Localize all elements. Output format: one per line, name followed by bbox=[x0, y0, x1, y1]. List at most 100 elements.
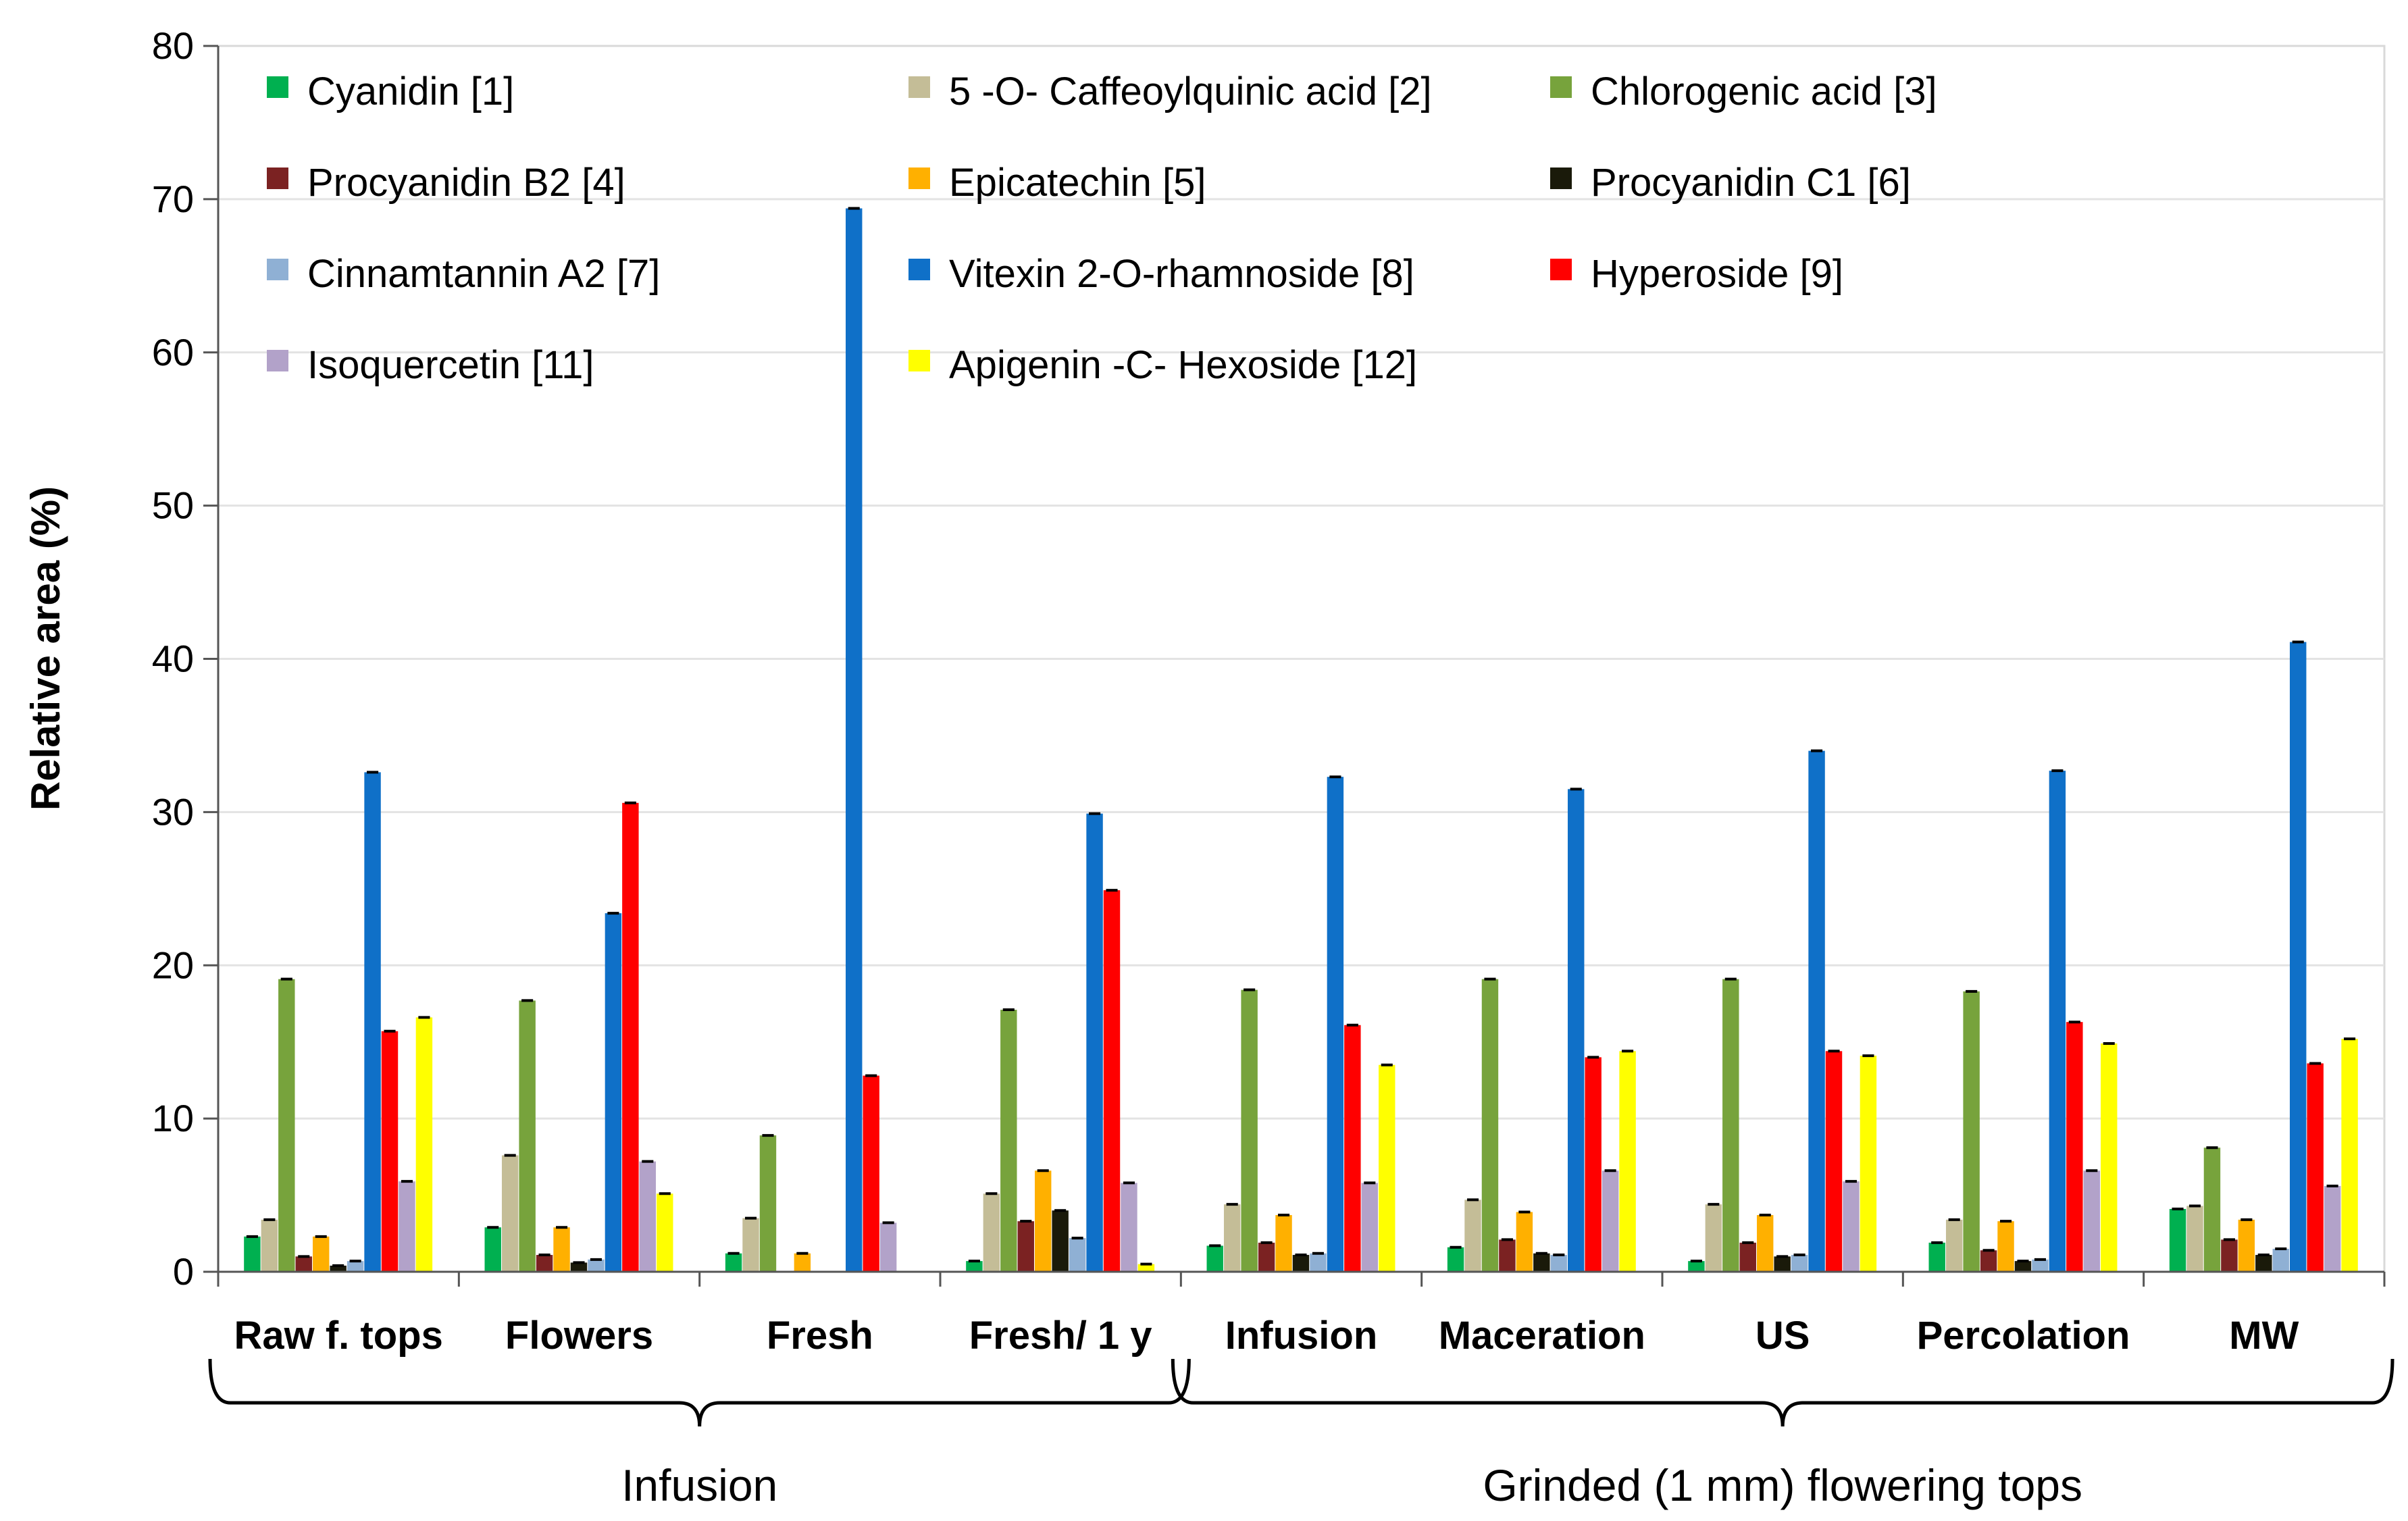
legend-label: Vitexin 2-O-rhamnoside [8] bbox=[949, 252, 1414, 296]
bar bbox=[983, 1193, 1000, 1272]
bar bbox=[657, 1193, 673, 1272]
bar bbox=[1223, 1204, 1241, 1272]
y-tick-label: 60 bbox=[152, 331, 194, 373]
bar bbox=[1722, 979, 1739, 1272]
bar bbox=[381, 1031, 399, 1272]
bar bbox=[1533, 1253, 1550, 1272]
bar bbox=[244, 1236, 261, 1272]
legend-swatch bbox=[267, 259, 288, 280]
legend-label: Hyperoside [9] bbox=[1591, 252, 1843, 296]
y-axis-label: Relative area (%) bbox=[23, 486, 68, 810]
bar bbox=[1241, 989, 1258, 1272]
legend-label: Procyanidin C1 [6] bbox=[1591, 161, 1911, 205]
x-tick-label: Percolation bbox=[1917, 1314, 2130, 1358]
bar bbox=[863, 1075, 879, 1272]
bar bbox=[1963, 991, 1980, 1272]
bar bbox=[312, 1236, 330, 1272]
legend-label: Cinnamtannin A2 [7] bbox=[307, 252, 660, 296]
bar bbox=[1568, 789, 1585, 1272]
group-label: Grinded (1 mm) flowering tops bbox=[1483, 1460, 2082, 1510]
bar bbox=[1997, 1221, 2014, 1272]
bar bbox=[278, 979, 295, 1272]
bar bbox=[1774, 1256, 1791, 1272]
y-tick-label: 10 bbox=[152, 1097, 194, 1139]
bar bbox=[1086, 813, 1103, 1272]
bar bbox=[1585, 1057, 1602, 1272]
bar bbox=[1069, 1238, 1086, 1272]
y-tick-label: 0 bbox=[173, 1250, 194, 1293]
bar bbox=[1550, 1255, 1567, 1272]
bar bbox=[725, 1253, 742, 1272]
bar bbox=[2049, 771, 2066, 1272]
bar bbox=[2101, 1043, 2118, 1272]
bar bbox=[2083, 1170, 2101, 1272]
y-tick-label: 20 bbox=[152, 944, 194, 986]
legend-label: Chlorogenic acid [3] bbox=[1591, 70, 1937, 113]
y-tick-label: 40 bbox=[152, 638, 194, 680]
bar bbox=[1688, 1261, 1705, 1272]
bar bbox=[1103, 890, 1121, 1272]
x-tick-label: Fresh bbox=[767, 1314, 873, 1358]
bar bbox=[536, 1255, 553, 1272]
bar bbox=[484, 1227, 501, 1272]
bar bbox=[1034, 1170, 1052, 1272]
legend-label: Apigenin -C- Hexoside [12] bbox=[949, 343, 1417, 387]
bar bbox=[1310, 1253, 1327, 1272]
legend-label: Epicatechin [5] bbox=[949, 161, 1206, 205]
legend-swatch bbox=[908, 76, 930, 98]
bar bbox=[295, 1256, 312, 1272]
bar bbox=[399, 1181, 415, 1272]
bar bbox=[415, 1017, 433, 1272]
bar bbox=[966, 1261, 983, 1272]
legend-label: 5 -O- Caffeoylquinic acid [2] bbox=[949, 70, 1432, 113]
bar bbox=[1791, 1255, 1808, 1272]
legend-swatch bbox=[908, 259, 930, 280]
bar bbox=[1499, 1239, 1516, 1272]
bar bbox=[1739, 1242, 1756, 1272]
bar bbox=[1344, 1025, 1361, 1272]
y-tick-label: 70 bbox=[152, 178, 194, 220]
bar bbox=[1619, 1051, 1636, 1272]
bar bbox=[2032, 1259, 2049, 1272]
legend-swatch bbox=[1550, 167, 1572, 189]
bar bbox=[1756, 1215, 1774, 1272]
bar bbox=[794, 1253, 811, 1272]
bar bbox=[1447, 1247, 1464, 1272]
bar bbox=[1860, 1056, 1877, 1272]
bar bbox=[759, 1135, 777, 1272]
bar bbox=[1928, 1242, 1945, 1272]
bar bbox=[2186, 1206, 2203, 1272]
bar bbox=[2324, 1185, 2341, 1272]
bar bbox=[1327, 777, 1344, 1272]
bar bbox=[2203, 1148, 2221, 1272]
bar bbox=[2066, 1022, 2083, 1272]
bar bbox=[1980, 1250, 1997, 1272]
bar bbox=[846, 208, 863, 1272]
bar bbox=[2014, 1261, 2032, 1272]
bar bbox=[1052, 1210, 1069, 1272]
bar bbox=[742, 1218, 759, 1272]
bar bbox=[1379, 1064, 1395, 1272]
legend-label: Procyanidin B2 [4] bbox=[307, 161, 625, 205]
bar bbox=[1000, 1010, 1017, 1272]
bar bbox=[588, 1259, 605, 1272]
bars bbox=[244, 207, 2358, 1272]
bar bbox=[622, 802, 639, 1272]
legend: Cyanidin [1] 5 -O- Caffeoylquinic acid [2… bbox=[267, 70, 1937, 387]
legend-swatch bbox=[267, 167, 288, 189]
bar bbox=[2341, 1039, 2358, 1272]
y-tick-label: 30 bbox=[152, 790, 194, 833]
x-tick-label: Infusion bbox=[1225, 1314, 1378, 1358]
bar bbox=[519, 1000, 536, 1272]
bar bbox=[1808, 750, 1825, 1272]
x-tick-label: Raw f. tops bbox=[234, 1314, 442, 1358]
bar bbox=[1017, 1221, 1034, 1272]
group-label: Infusion bbox=[621, 1460, 777, 1510]
bar bbox=[2238, 1219, 2255, 1272]
x-tick-label: US bbox=[1756, 1314, 1810, 1358]
legend-swatch bbox=[1550, 76, 1572, 98]
bar bbox=[1206, 1245, 1223, 1272]
x-tick-label: Flowers bbox=[505, 1314, 653, 1358]
bar bbox=[1258, 1242, 1275, 1272]
